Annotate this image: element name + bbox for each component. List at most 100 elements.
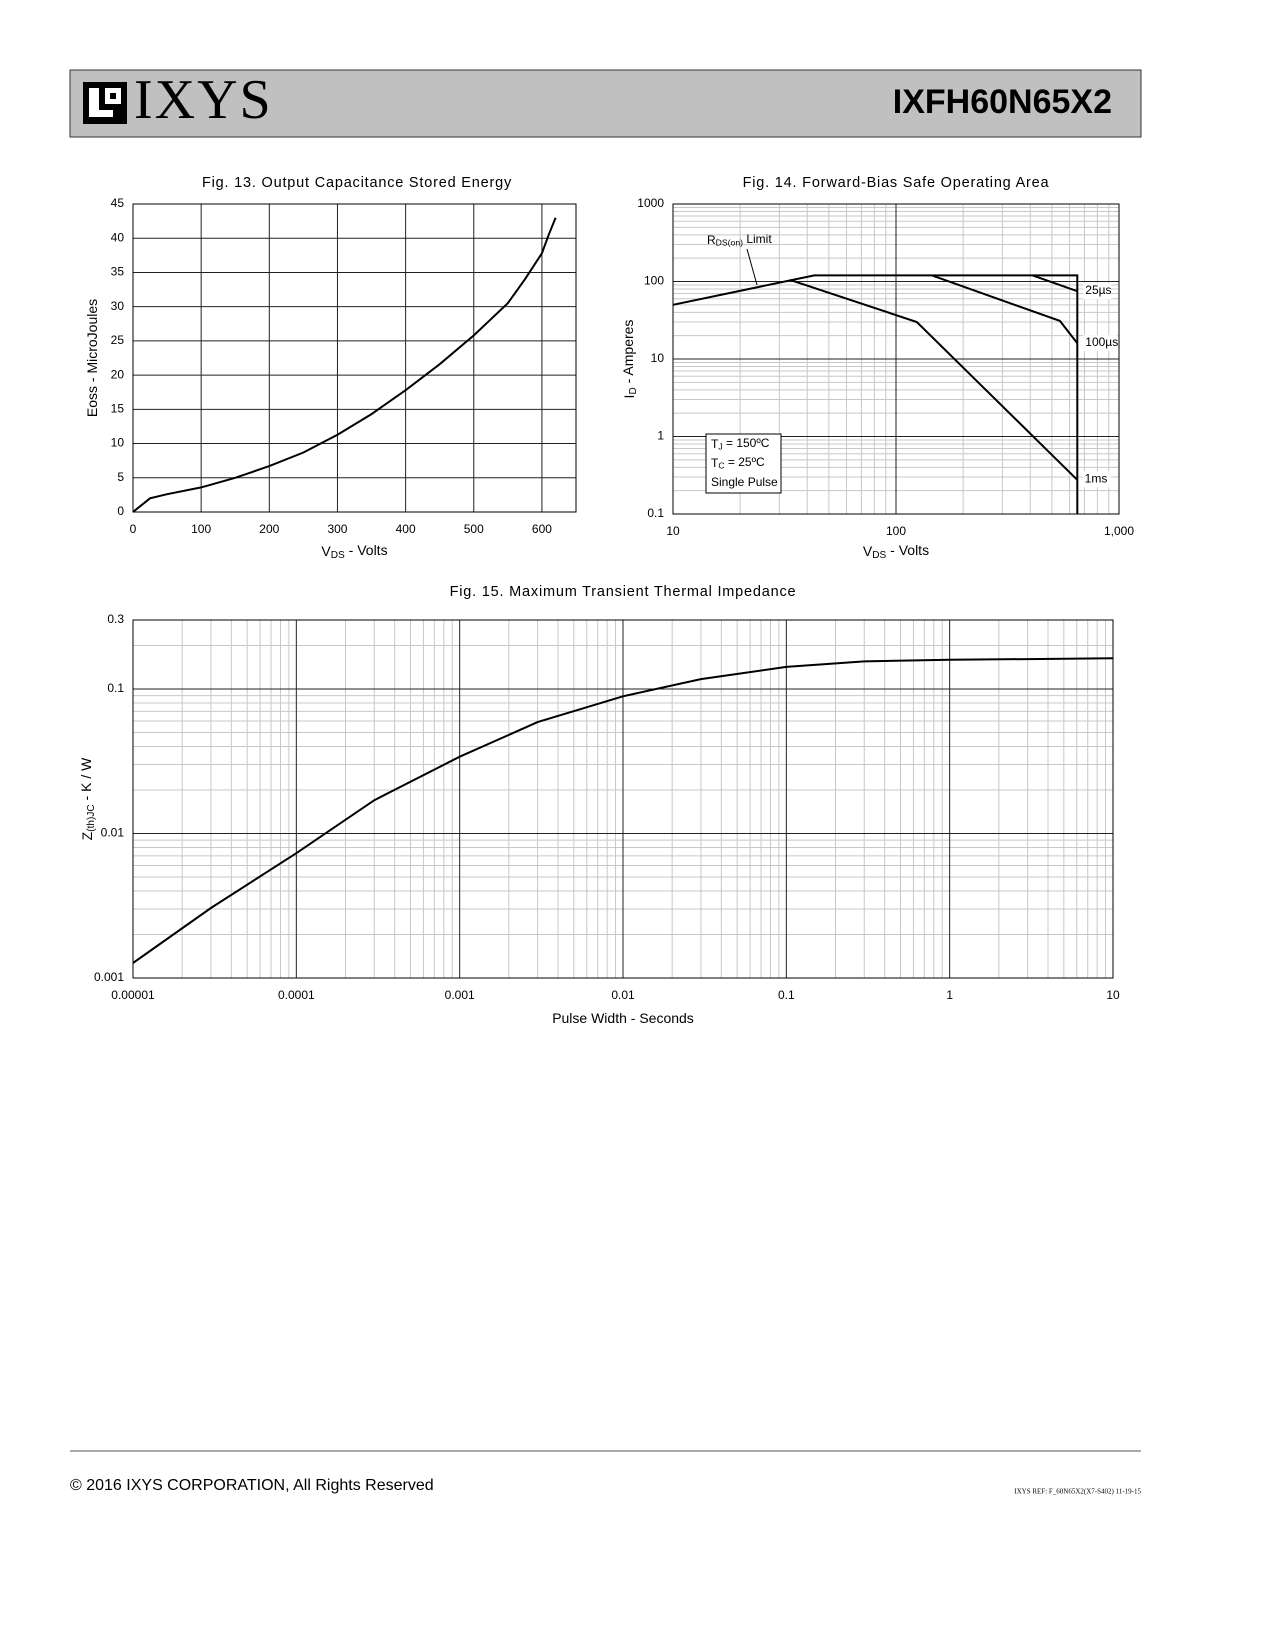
data-line [132, 657, 1114, 964]
series-label-bg [1083, 283, 1112, 300]
x-tick-label: 600 [532, 522, 552, 536]
y-tick-label: 30 [111, 299, 125, 313]
doc-ref: IXYS REF: F_60N65X2(X7-S402) 11-19-15 [1014, 1488, 1141, 1496]
y-axis-label: Z(th)JC - K / W [78, 757, 97, 840]
y-tick-label: 0.001 [94, 970, 124, 984]
y-axis-label-main: Eoss - MicroJoules [84, 299, 100, 417]
condition-text-rest: = 25ºC [725, 455, 765, 469]
y-tick-label: 10 [111, 436, 125, 450]
data-line [672, 274, 1079, 514]
condition-text-main: T [711, 437, 719, 451]
y-axis-label-rest: - Amperes [620, 320, 636, 388]
series-label-bg [1083, 335, 1118, 352]
chart-title: Fig. 13. Output Capacitance Stored Energ… [202, 175, 512, 191]
y-tick-label: 5 [117, 470, 124, 484]
condition-text-main: T [711, 456, 719, 470]
x-tick-label: 100 [886, 524, 906, 538]
x-tick-label: 400 [396, 522, 416, 536]
y-tick-label: 10 [651, 351, 665, 365]
chart-title: Fig. 15. Maximum Transient Thermal Imped… [450, 584, 797, 600]
part-number: IXFH60N65X2 [893, 83, 1112, 121]
x-axis-label-main: V [863, 543, 873, 559]
y-tick-label: 0.1 [647, 506, 664, 520]
y-axis-label: Eoss - MicroJoules [84, 299, 100, 417]
series-label: RDS(on) Limit [707, 232, 772, 248]
x-axis-label: VDS - Volts [321, 542, 387, 561]
y-tick-label: 40 [111, 230, 125, 244]
y-tick-label: 1 [657, 429, 664, 443]
y-tick-label: 15 [111, 402, 125, 416]
data-line [132, 217, 557, 513]
x-axis-label-sub: DS [872, 550, 886, 561]
x-axis-label: VDS - Volts [863, 542, 929, 561]
y-tick-label: 35 [111, 265, 125, 279]
data-line [789, 278, 1078, 481]
series-label-rest: Limit [743, 232, 772, 246]
y-tick-label: 25 [111, 333, 125, 347]
y-axis-label-main: I [621, 395, 637, 399]
logo-text: IXYS [134, 69, 273, 131]
x-tick-label: 0.1 [778, 988, 795, 1002]
y-axis-label-main: Z [79, 831, 95, 840]
chart-title: Fig. 14. Forward-Bias Safe Operating Are… [743, 175, 1050, 191]
x-axis-label-main: Pulse Width - Seconds [552, 1010, 694, 1026]
y-axis-label-rest: - K / W [78, 757, 94, 804]
x-tick-label: 10 [666, 524, 680, 538]
series-label: 25µs [1085, 283, 1111, 297]
x-tick-label: 500 [464, 522, 484, 536]
copyright: © 2016 IXYS CORPORATION, All Rights Rese… [70, 1477, 434, 1494]
data-line [931, 274, 1079, 344]
y-tick-label: 45 [111, 196, 125, 210]
x-tick-label: 1,000 [1104, 524, 1134, 538]
condition-text-main: Single Pulse [711, 475, 778, 489]
x-axis-label-rest: - Volts [886, 542, 929, 558]
y-tick-label: 0.01 [101, 826, 125, 840]
x-tick-label: 0.00001 [111, 988, 155, 1002]
y-axis-label-sub: (th)JC [86, 804, 97, 831]
series-label-sub: DS(on) [716, 238, 743, 248]
y-axis-label: ID - Amperes [620, 320, 639, 399]
y-tick-label: 100 [644, 274, 664, 288]
x-tick-label: 0.0001 [278, 988, 315, 1002]
x-axis-label: Pulse Width - Seconds [552, 1010, 694, 1026]
condition-text-rest: = 150ºC [723, 436, 770, 450]
logo-icon [83, 82, 127, 124]
condition-text: Single Pulse [711, 475, 778, 489]
condition-text-sub: C [718, 461, 724, 471]
header-band [69, 69, 1142, 138]
y-tick-label: 0.1 [107, 681, 124, 695]
series-label: 1ms [1085, 472, 1108, 486]
x-tick-label: 1 [946, 988, 953, 1002]
plot-frame [132, 203, 577, 513]
x-axis-label-main: V [321, 543, 331, 559]
plot-area [133, 204, 576, 512]
x-tick-label: 100 [191, 522, 211, 536]
leader-line [746, 248, 758, 286]
series-label-bg [1082, 471, 1111, 488]
x-tick-label: 300 [327, 522, 347, 536]
series-label-main: R [707, 233, 716, 247]
x-axis-label-rest: - Volts [345, 542, 388, 558]
y-tick-label: 0 [117, 504, 124, 518]
y-axis-label-sub: D [628, 387, 639, 394]
series-label-main: 25µs [1085, 283, 1111, 297]
series-label: 100µs [1085, 335, 1118, 349]
plot-frame [672, 203, 1120, 515]
condition-text-sub: J [718, 442, 722, 452]
conditions-box [705, 433, 782, 494]
y-tick-label: 1000 [637, 196, 664, 210]
x-tick-label: 0 [130, 522, 137, 536]
y-tick-label: 20 [111, 367, 125, 381]
x-axis-label-sub: DS [331, 550, 345, 561]
data-line [1032, 274, 1078, 293]
x-tick-label: 0.01 [611, 988, 635, 1002]
series-label-main: 100µs [1085, 335, 1118, 349]
y-tick-label: 0.3 [107, 612, 124, 626]
x-tick-label: 0.001 [445, 988, 475, 1002]
plot-frame [132, 619, 1114, 979]
x-tick-label: 200 [259, 522, 279, 536]
condition-text: TJ = 150ºC [711, 436, 770, 452]
series-label-main: 1ms [1085, 472, 1108, 486]
